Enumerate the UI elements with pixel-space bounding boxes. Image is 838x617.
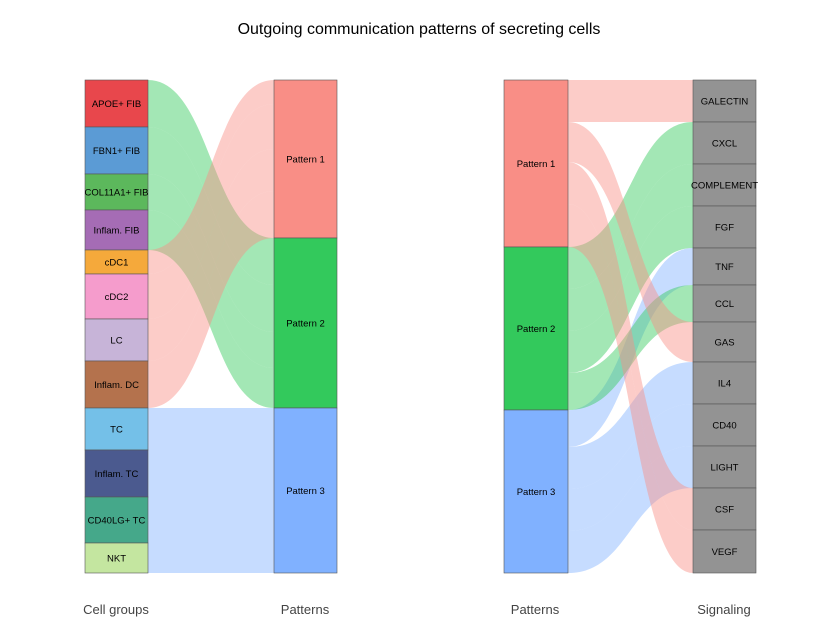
flows-layer <box>148 80 693 573</box>
node-tc <box>84 407 149 451</box>
node-label-inflam-dc: Inflam. DC <box>94 380 139 391</box>
flow-pattern-2-to-fgf <box>568 206 693 373</box>
node-label-pattern-1: Pattern 1 <box>286 155 325 166</box>
node-label-galectin: GALECTIN <box>701 97 749 108</box>
node-fbn1-fib <box>84 126 149 175</box>
node-label-ccl: CCL <box>715 299 734 310</box>
node-label-light: LIGHT <box>711 463 739 474</box>
node-cd40 <box>692 403 757 447</box>
node-nkt <box>84 542 149 574</box>
node-label-tc: TC <box>110 425 123 436</box>
flow-pattern-1-to-csf <box>568 162 693 530</box>
node-label-inflam-fib: Inflam. FIB <box>94 226 140 237</box>
flow-inflam-tc-to-pattern-3 <box>148 450 274 497</box>
node-label-fbn1-fib: FBN1+ FIB <box>93 146 140 157</box>
chart-title: Outgoing communication patterns of secre… <box>238 21 601 38</box>
node-tnf <box>692 247 757 286</box>
node-csf <box>692 487 757 531</box>
node-inflam-fib <box>84 209 149 251</box>
flow-lc-to-pattern-1 <box>148 149 274 361</box>
node-pattern-2 <box>503 246 569 411</box>
node-label-csf: CSF <box>715 505 734 516</box>
flow-cdc1-to-pattern-1 <box>148 80 274 274</box>
flow-pattern-1-to-gas <box>568 122 693 362</box>
flow-inflam-fib-to-pattern-2 <box>148 210 274 408</box>
node-label-pattern-1: Pattern 1 <box>517 159 556 170</box>
node-pattern-2 <box>273 237 338 409</box>
node-label-il4: IL4 <box>718 379 731 390</box>
node-pattern-1 <box>273 79 338 239</box>
node-label-lc: LC <box>110 336 122 347</box>
node-cdc1 <box>84 249 149 275</box>
node-ccl <box>692 284 757 323</box>
flow-fbn1-fib-to-pattern-2 <box>148 127 274 332</box>
flow-pattern-3-to-il4 <box>568 362 693 489</box>
node-label-tnf: TNF <box>715 262 734 273</box>
node-apoe-fib <box>84 79 149 128</box>
flow-pattern-3-to-light <box>568 446 693 573</box>
node-label-cdc2: cDC2 <box>105 292 129 303</box>
node-vegf <box>692 529 757 574</box>
flow-pattern-1-to-vegf <box>568 204 693 573</box>
node-label-fgf: FGF <box>715 223 734 234</box>
node-inflam-tc <box>84 449 149 498</box>
node-label-cd40: CD40 <box>712 421 736 432</box>
flow-nkt-to-pattern-3 <box>148 543 274 573</box>
node-cxcl <box>692 121 757 165</box>
flow-cd40lg-tc-to-pattern-3 <box>148 497 274 543</box>
node-label-cxcl: CXCL <box>712 139 737 150</box>
flow-apoe-fib-to-pattern-2 <box>148 80 274 285</box>
flow-pattern-3-to-tnf <box>568 248 693 447</box>
flow-pattern-2-to-cxcl <box>568 122 693 289</box>
node-galectin <box>692 79 757 123</box>
node-label-vegf: VEGF <box>712 547 738 558</box>
flow-cdc2-to-pattern-1 <box>148 104 274 319</box>
node-pattern-3 <box>273 407 338 574</box>
node-label-pattern-3: Pattern 3 <box>286 486 325 497</box>
node-label-pattern-3: Pattern 3 <box>517 487 556 498</box>
node-label-inflam-tc: Inflam. TC <box>95 469 139 480</box>
flow-tc-to-pattern-3 <box>148 408 274 450</box>
panel1-right-axis-label: Patterns <box>281 602 330 617</box>
node-label-complement: COMPLEMENT <box>691 181 758 192</box>
node-pattern-1 <box>503 79 569 248</box>
node-label-apoe-fib: APOE+ FIB <box>92 99 141 110</box>
node-inflam-dc <box>84 360 149 409</box>
axis-labels: Cell groups Patterns Patterns Signaling <box>83 602 751 617</box>
flow-col11a1-fib-to-pattern-2 <box>148 174 274 368</box>
flow-inflam-dc-to-pattern-1 <box>148 191 274 408</box>
node-label-nkt: NKT <box>107 554 126 565</box>
flow-pattern-1-to-galectin <box>568 80 693 122</box>
panel2-right-axis-label: Signaling <box>697 602 751 617</box>
node-label-cdc1: cDC1 <box>105 258 129 269</box>
node-cdc2 <box>84 273 149 320</box>
node-gas <box>692 321 757 363</box>
node-label-cd40lg-tc: CD40LG+ TC <box>88 516 146 527</box>
flow-pattern-2-to-complement <box>568 164 693 331</box>
node-label-gas: GAS <box>714 338 734 349</box>
panel2-left-axis-label: Patterns <box>511 602 560 617</box>
node-label-pattern-2: Pattern 2 <box>286 319 325 330</box>
flow-pattern-3-to-cd40 <box>568 404 693 531</box>
node-pattern-3 <box>503 409 569 574</box>
node-cd40lg-tc <box>84 496 149 544</box>
node-complement <box>692 163 757 207</box>
node-label-pattern-2: Pattern 2 <box>517 324 556 335</box>
nodes-layer: APOE+ FIB FBN1+ FIB COL11A1+ FIB Inflam. FI… <box>84 79 758 574</box>
node-label-col11a1-fib: COL11A1+ FIB <box>85 188 149 199</box>
flow-pattern-2-to-ccl <box>568 285 693 410</box>
node-lc <box>84 318 149 362</box>
panel1-left-axis-label: Cell groups <box>83 602 149 617</box>
